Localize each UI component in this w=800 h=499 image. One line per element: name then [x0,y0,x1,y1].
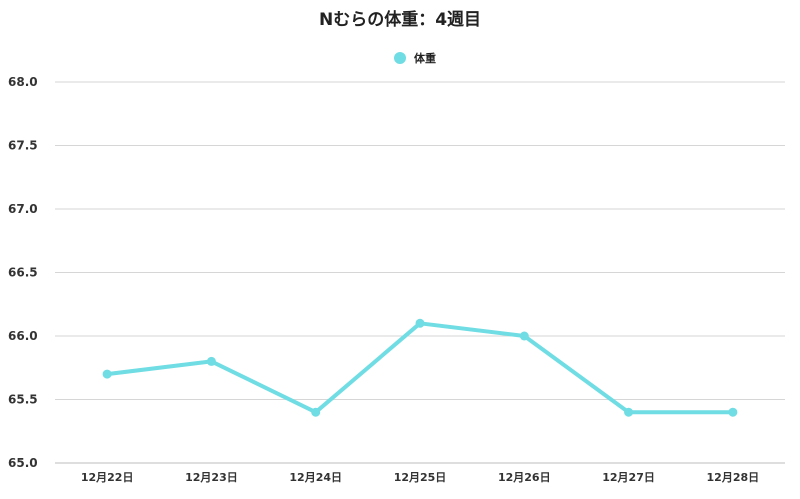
x-tick-label: 12月24日 [289,471,342,484]
x-tick-label: 12月22日 [81,471,134,484]
y-tick-label: 67.0 [8,202,38,216]
data-point [311,407,321,417]
data-point [728,407,738,417]
series-weight [102,318,738,417]
y-tick-label: 66.0 [8,329,38,343]
legend: 体重 [394,51,436,65]
y-tick-label: 65.0 [8,456,38,470]
data-point [519,331,529,341]
y-axis-ticks: 65.0 65.5 66.0 66.5 67.0 67.5 68.0 [8,75,38,470]
y-tick-label: 66.5 [8,266,38,280]
legend-marker [394,52,406,64]
y-tick-label: 67.5 [8,139,38,153]
data-point [206,356,216,366]
x-tick-label: 12月25日 [394,471,447,484]
legend-label: 体重 [414,51,436,65]
grid-lines [55,81,785,464]
x-tick-label: 12月23日 [185,471,238,484]
chart-title: Nむらの体重：4週目 [319,9,481,30]
x-axis-ticks: 12月22日 12月23日 12月24日 12月25日 12月26日 12月27日 12月2… [81,471,759,484]
data-point [102,369,112,379]
series-line [105,321,735,415]
x-tick-label: 12月26日 [498,471,551,484]
data-point [624,407,634,417]
data-point [415,318,425,328]
x-tick-label: 12月27日 [602,471,655,484]
y-tick-label: 68.0 [8,75,38,89]
y-tick-label: 65.5 [8,393,38,407]
x-tick-label: 12月28日 [707,471,760,484]
